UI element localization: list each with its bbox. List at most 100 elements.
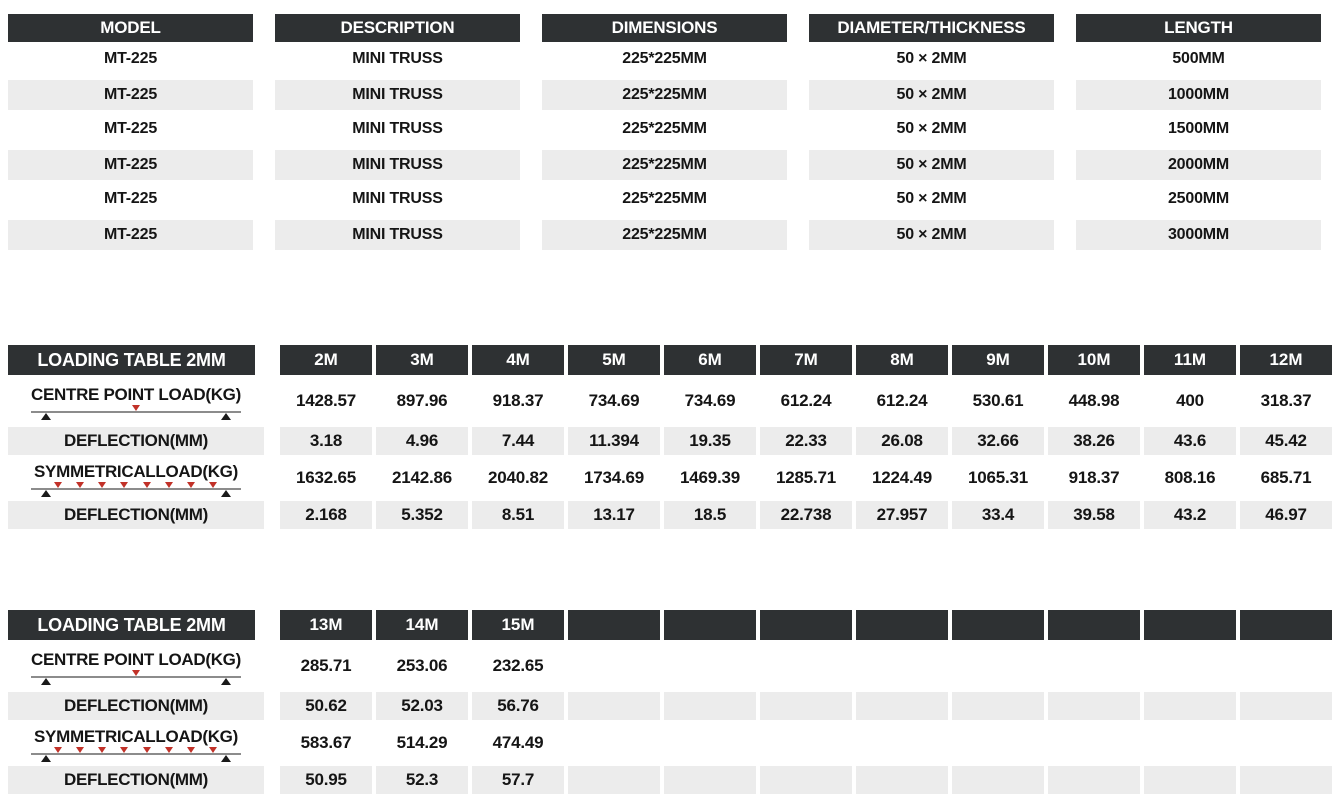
spec-cell: 50 × 2MM — [809, 77, 1054, 112]
load-arrow-icon — [164, 481, 173, 488]
row-label: DEFLECTION(MM) — [8, 427, 264, 455]
value-cell — [760, 766, 852, 794]
value-cell: 52.03 — [376, 692, 468, 720]
value-cell: 734.69 — [684, 391, 736, 410]
value-cell: 57.7 — [472, 766, 564, 794]
spec-cell: 50 × 2MM — [896, 190, 967, 207]
spec-cell: MINI TRUSS — [352, 50, 443, 67]
value-cell — [856, 692, 948, 720]
spec-table-row: MT-225 MINI TRUSS 225*225MM 50 × 2MM 1000MM — [8, 77, 1341, 112]
value-cell — [664, 692, 756, 720]
value-cell — [664, 720, 756, 766]
row-label: SYMMETRICALLOAD(KG) — [8, 720, 264, 766]
value-cell: 318.37 — [1260, 391, 1312, 410]
value-cell — [1240, 720, 1332, 766]
value-cell: 918.37 — [492, 391, 544, 410]
spec-cell: MT-225 — [8, 147, 253, 182]
product-spec-table: MODEL DESCRIPTION DIMENSIONS DIAMETER/THICK… — [8, 14, 1341, 252]
loading-table-row: DEFLECTION(MM) 50.95 52.3 57.7 — [8, 766, 1341, 794]
load-arrow-icon — [98, 746, 107, 753]
value-cell: 27.957 — [856, 501, 948, 529]
spec-cell: MINI TRUSS — [352, 120, 443, 137]
span-header-cell: 5M — [568, 345, 660, 375]
spec-cell: MINI TRUSS — [275, 147, 520, 182]
load-arrow-icon — [54, 481, 63, 488]
value-cell — [1144, 640, 1236, 692]
spec-cell: 50 × 2MM — [896, 120, 967, 137]
support-icon — [41, 489, 51, 497]
loading-table-1: LOADING TABLE 2MM 2M 3M 4M 5M 6M 7M 8M 9M 10M 11M 1… — [8, 345, 1341, 529]
loading-table-title-wrap: LOADING TABLE 2MM — [8, 345, 280, 375]
beam-line — [31, 487, 241, 490]
support-icon — [41, 677, 51, 685]
span-header-cell: 8M — [856, 345, 948, 375]
value-cell — [952, 692, 1044, 720]
row-label: DEFLECTION(MM) — [8, 766, 264, 794]
value-cell: 232.65 — [492, 656, 544, 675]
value-cell: 50.62 — [280, 692, 372, 720]
load-arrow-icon — [98, 481, 107, 488]
spec-cell: 500MM — [1172, 50, 1225, 67]
spec-table-row: MT-225 MINI TRUSS 225*225MM 50 × 2MM 2000MM — [8, 147, 1341, 182]
spec-cell: 1000MM — [1076, 77, 1321, 112]
value-cell — [1144, 720, 1236, 766]
value-cell: 448.98 — [1068, 391, 1120, 410]
load-arrow-icon — [164, 746, 173, 753]
spec-table-row: MT-225 MINI TRUSS 225*225MM 50 × 2MM 1500MM — [8, 112, 1341, 147]
value-cell: 11.394 — [568, 427, 660, 455]
span-header-cell — [1048, 610, 1140, 640]
load-arrow-icon — [120, 481, 129, 488]
symmetrical-load-icon — [31, 746, 241, 762]
value-cell — [952, 720, 1044, 766]
load-arrow-icon — [142, 481, 151, 488]
value-cell — [1048, 692, 1140, 720]
support-icon — [221, 489, 231, 497]
spec-cell: MT-225 — [103, 50, 158, 67]
loading-table-header-row: LOADING TABLE 2MM 2M 3M 4M 5M 6M 7M 8M 9M 10M 11M 1… — [8, 345, 1341, 375]
spec-cell: 50 × 2MM — [809, 217, 1054, 252]
value-cell — [664, 766, 756, 794]
span-header-cell — [1240, 610, 1332, 640]
value-cell — [952, 640, 1044, 692]
value-cell: 43.6 — [1144, 427, 1236, 455]
span-header-cell: 10M — [1048, 345, 1140, 375]
value-cell: 400 — [1176, 391, 1204, 410]
row-label-text: CENTRE POINT LOAD(KG) — [31, 384, 241, 404]
span-header-cell: 15M — [472, 610, 564, 640]
spec-cell: 50 × 2MM — [896, 50, 967, 67]
value-cell: 2142.86 — [391, 468, 453, 487]
beam-line — [31, 752, 241, 755]
value-cell — [1240, 692, 1332, 720]
value-cell — [1048, 720, 1140, 766]
load-arrow-icon — [208, 746, 217, 753]
value-cell — [1048, 766, 1140, 794]
symmetrical-load-icon — [31, 481, 241, 497]
row-label-wrap: SYMMETRICALLOAD(KG) — [8, 720, 280, 766]
value-cell: 56.76 — [472, 692, 564, 720]
value-cell — [1048, 640, 1140, 692]
value-cell: 530.61 — [972, 391, 1024, 410]
value-cell: 52.3 — [376, 766, 468, 794]
value-cell — [568, 720, 660, 766]
value-cell: 22.33 — [760, 427, 852, 455]
value-cell — [568, 640, 660, 692]
span-header-cell — [952, 610, 1044, 640]
spec-cell: 50 × 2MM — [809, 147, 1054, 182]
value-cell — [1144, 766, 1236, 794]
value-cell: 734.69 — [588, 391, 640, 410]
span-header-cell: 6M — [664, 345, 756, 375]
beam-line — [31, 410, 241, 413]
value-cell: 2.168 — [280, 501, 372, 529]
spec-cell: 225*225MM — [542, 77, 787, 112]
span-header-cell — [664, 610, 756, 640]
load-arrow-icon — [208, 481, 217, 488]
loading-table-row: SYMMETRICALLOAD(KG) 583.67 514.29 474.49 — [8, 720, 1341, 766]
row-label-wrap: CENTRE POINT LOAD(KG) — [8, 375, 280, 427]
value-cell: 4.96 — [376, 427, 468, 455]
spec-cell: MINI TRUSS — [275, 217, 520, 252]
value-cell: 1224.49 — [871, 468, 933, 487]
span-header-cell: 2M — [280, 345, 372, 375]
centre-point-load-icon — [31, 404, 241, 420]
value-cell — [664, 640, 756, 692]
row-label-text: DEFLECTION(MM) — [63, 431, 209, 450]
